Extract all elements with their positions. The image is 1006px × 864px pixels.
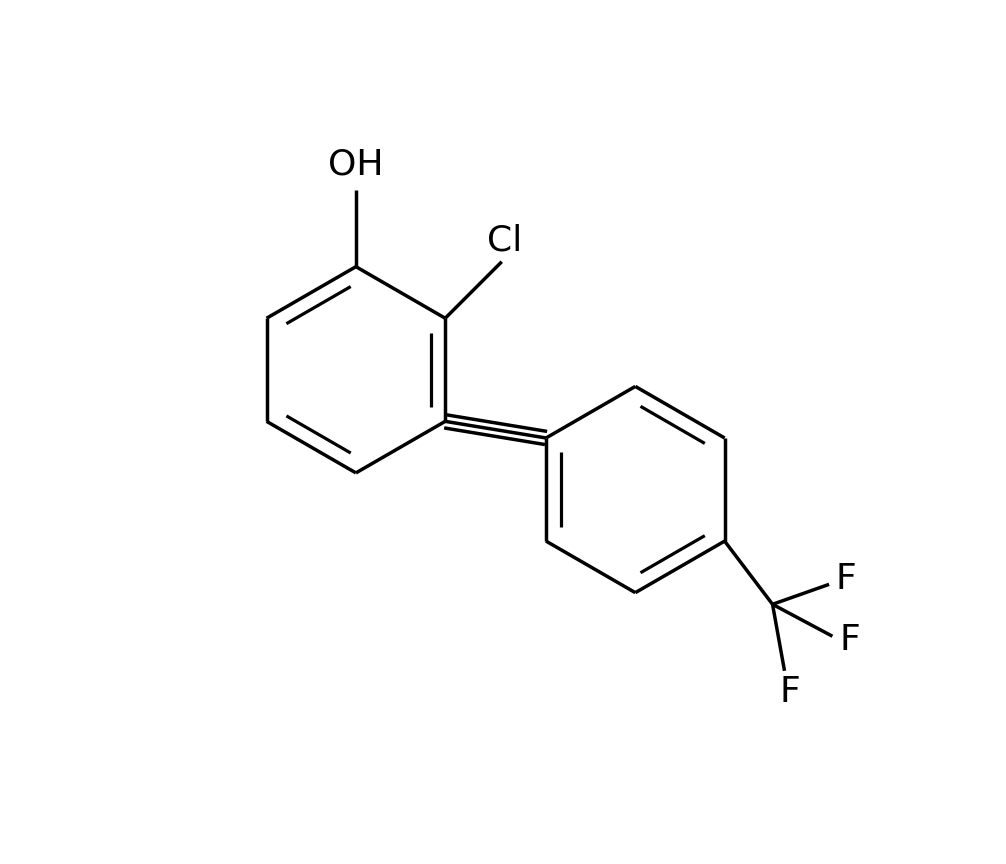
Text: Cl: Cl bbox=[488, 224, 523, 257]
Text: F: F bbox=[836, 562, 857, 596]
Text: F: F bbox=[839, 623, 860, 657]
Text: F: F bbox=[780, 675, 800, 709]
Text: OH: OH bbox=[328, 148, 383, 182]
